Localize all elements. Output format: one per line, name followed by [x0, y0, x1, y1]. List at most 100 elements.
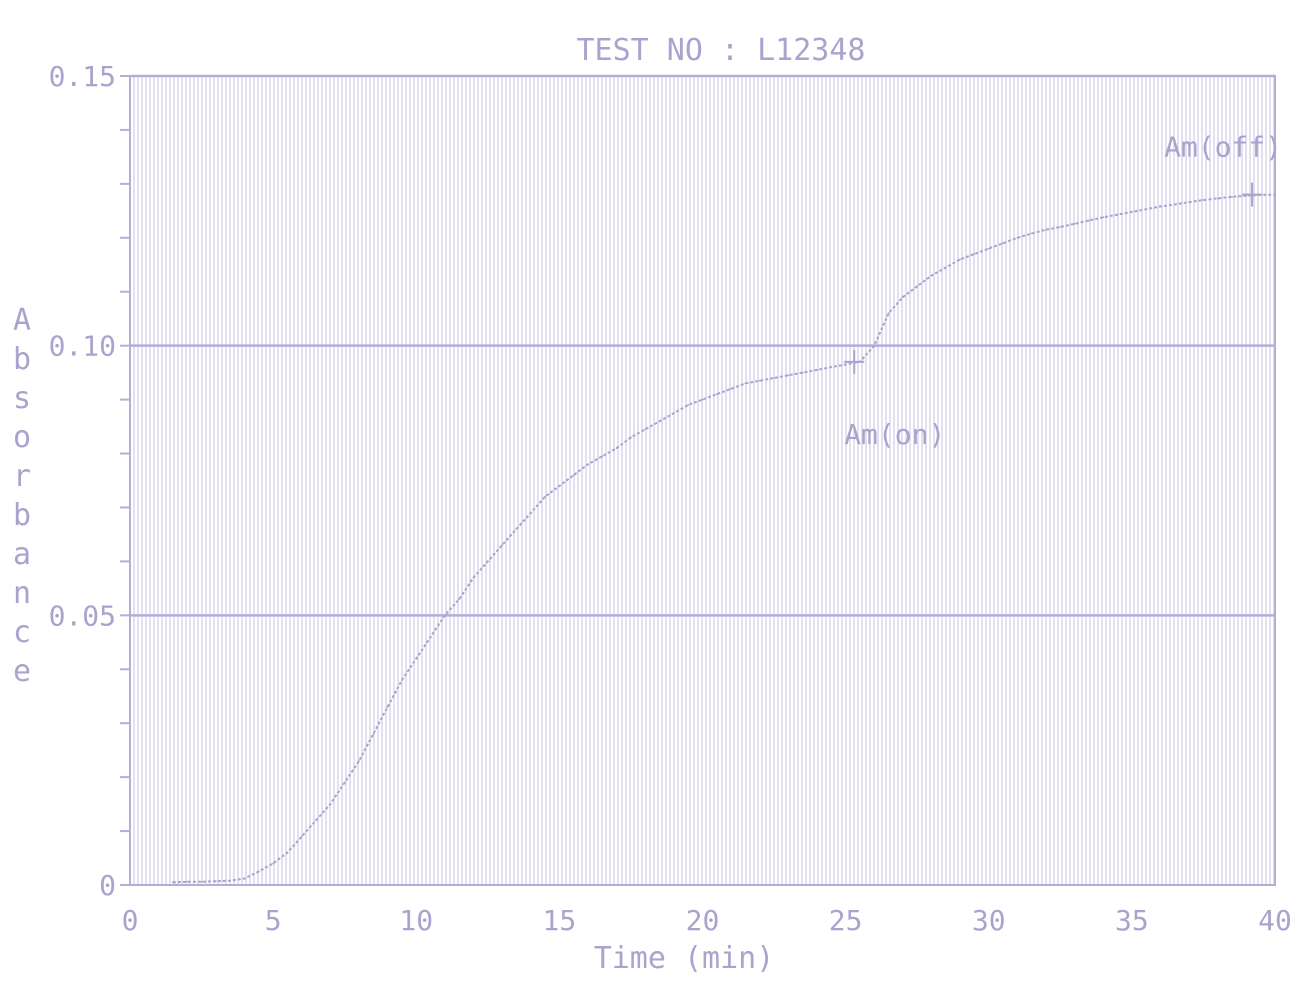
data-point	[758, 379, 761, 382]
data-point	[458, 598, 461, 601]
data-point	[1073, 222, 1076, 225]
data-point	[902, 296, 904, 298]
x-tick-label-3: 15	[543, 904, 577, 937]
markers-layer	[844, 182, 1263, 374]
data-point	[873, 344, 876, 347]
data-point	[501, 544, 503, 547]
plot-frame	[129, 75, 1276, 886]
data-point	[601, 455, 604, 458]
data-point	[372, 733, 375, 735]
data-point	[687, 404, 690, 406]
data-point	[172, 881, 174, 884]
marker-cross-1	[1242, 182, 1263, 207]
y-axis-label-char-5: b	[13, 498, 31, 533]
data-point	[1145, 208, 1148, 211]
data-point	[572, 474, 575, 476]
data-point	[773, 377, 775, 379]
data-point	[1231, 195, 1233, 198]
data-point	[930, 274, 933, 277]
chart-title: TEST NO : L12348	[577, 33, 866, 68]
data-point	[401, 679, 403, 681]
x-tick-label-8: 40	[1258, 904, 1292, 937]
y-axis-label-char-0: A	[13, 303, 31, 338]
data-point	[1216, 197, 1219, 200]
data-point	[1274, 193, 1276, 196]
x-tick-label-2: 10	[399, 904, 433, 937]
y-axis-label-char-2: s	[13, 381, 31, 416]
data-point	[630, 436, 632, 439]
data-point	[1202, 199, 1205, 201]
data-point	[973, 253, 976, 255]
data-point	[472, 576, 475, 579]
text-layer: TEST NO : L12348 Time (min) 0 0.05 0.10 0.1…	[13, 33, 1292, 976]
marker-label-0: Am(on)	[844, 418, 945, 451]
y-axis-label-char-6: a	[13, 537, 31, 572]
data-point	[1173, 203, 1176, 206]
y-tick-label-2: 0.10	[49, 330, 116, 363]
data-point	[415, 657, 418, 660]
data-point	[1059, 226, 1062, 228]
data-point	[315, 819, 317, 822]
data-point	[673, 412, 675, 414]
vertical-grid-hatching	[129, 76, 1275, 885]
x-tick-label-7: 35	[1115, 904, 1149, 937]
data-point	[229, 879, 232, 882]
data-point	[959, 258, 961, 261]
data-point	[1088, 219, 1090, 222]
x-axis-label: Time (min)	[594, 941, 775, 976]
data-point	[730, 387, 732, 390]
x-tick-label-4: 20	[686, 904, 720, 937]
series-line-0	[172, 193, 1275, 884]
data-point	[257, 870, 260, 873]
data-point	[1030, 232, 1033, 235]
data-point	[329, 803, 332, 805]
data-point	[1131, 211, 1133, 213]
y-tick-label-1: 0.05	[49, 599, 116, 632]
data-point	[544, 495, 546, 498]
data-point	[844, 363, 847, 366]
axes-layer	[120, 75, 1276, 886]
data-point	[558, 485, 561, 487]
y-axis-label-char-3: o	[13, 420, 31, 455]
data-point	[358, 760, 360, 762]
data-point	[343, 781, 346, 784]
marker-label-1: Am(off)	[1164, 131, 1282, 164]
data-point	[515, 528, 518, 530]
data-point	[715, 393, 718, 396]
data-point	[300, 835, 303, 838]
y-tick-label-3: 0.15	[49, 60, 116, 93]
y-axis-label-char-4: r	[13, 459, 31, 494]
data-point	[1016, 236, 1019, 239]
data-point	[787, 374, 790, 377]
data-point	[386, 706, 389, 708]
y-axis-label-char-1: b	[13, 342, 31, 377]
data-point	[444, 614, 446, 617]
y-tick-label-0: 0	[99, 869, 116, 902]
data-point	[486, 560, 489, 563]
data-point	[587, 463, 589, 466]
y-axis-label-char-9: e	[13, 654, 31, 689]
x-tick-label-5: 25	[829, 904, 863, 937]
x-tick-label-1: 5	[265, 904, 282, 937]
data-point	[887, 312, 890, 315]
data-point	[215, 880, 217, 883]
data-point	[615, 447, 618, 449]
data-point	[987, 247, 990, 250]
data-point	[1116, 213, 1119, 216]
data-point	[701, 398, 704, 401]
data-point	[1102, 216, 1105, 219]
x-tick-label-6: 30	[972, 904, 1006, 937]
data-point	[816, 369, 818, 371]
data-point	[1159, 205, 1162, 208]
data-point	[644, 428, 647, 431]
x-tick-label-0: 0	[122, 904, 139, 937]
data-point	[272, 862, 274, 865]
marker-cross-0	[844, 349, 865, 374]
y-axis-label-char-8: c	[13, 615, 31, 650]
data-point	[830, 366, 833, 369]
data-point	[286, 851, 289, 854]
data-point	[1188, 201, 1190, 204]
data-point	[429, 636, 432, 638]
